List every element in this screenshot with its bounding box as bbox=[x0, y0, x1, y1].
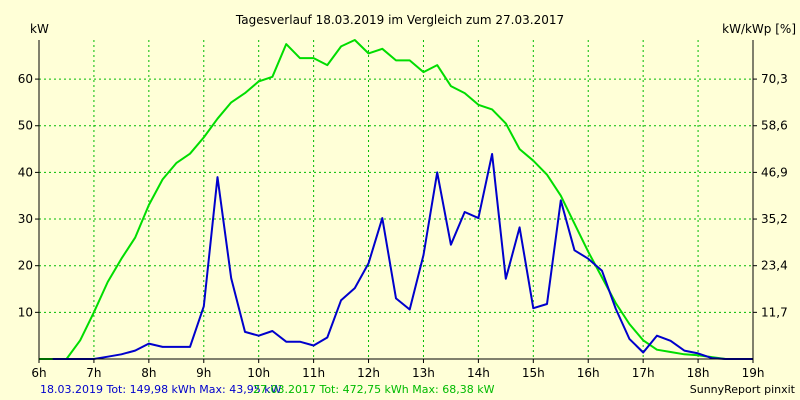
y-tick-right-label: 46,9 bbox=[761, 165, 788, 179]
x-tick-label: 7h bbox=[86, 366, 101, 380]
x-tick-label: 16h bbox=[577, 366, 600, 380]
x-tick-label: 17h bbox=[632, 366, 655, 380]
y-tick-left-label: 30 bbox=[18, 212, 33, 226]
series-line-27-03-2017 bbox=[39, 39, 753, 360]
chart-title: Tagesverlauf 18.03.2019 im Vergleich zum… bbox=[235, 13, 564, 27]
y-tick-right-label: 23,4 bbox=[761, 259, 788, 273]
y-tick-left-label: 40 bbox=[18, 165, 33, 179]
y-tick-right-label: 70,3 bbox=[761, 72, 788, 86]
y-tick-left-label: 60 bbox=[18, 72, 33, 86]
x-tick-label: 10h bbox=[247, 366, 270, 380]
x-tick-label: 19h bbox=[742, 366, 765, 380]
x-tick-label: 18h bbox=[687, 366, 710, 380]
x-tick-label: 6h bbox=[31, 366, 46, 380]
x-tick-label: 15h bbox=[522, 366, 545, 380]
y-axis-left-label: kW bbox=[30, 22, 49, 36]
x-tick-label: 8h bbox=[141, 366, 156, 380]
y-tick-left-label: 10 bbox=[18, 305, 33, 319]
x-tick-label: 13h bbox=[412, 366, 435, 380]
y-tick-right-label: 11,7 bbox=[761, 305, 788, 319]
series-layer bbox=[39, 39, 753, 360]
series-line-18-03-2019 bbox=[52, 153, 753, 360]
y-tick-right-label: 58,6 bbox=[761, 119, 788, 133]
y-ticks-right: 11,7 23,4 35,2 46,9 58,6 70,3 bbox=[753, 72, 788, 319]
axes bbox=[38, 40, 754, 360]
y-ticks-left: 10 20 30 40 50 60 bbox=[18, 72, 39, 319]
y-tick-left-label: 50 bbox=[18, 119, 33, 133]
credit-label: SunnyReport pinxit bbox=[690, 383, 796, 396]
grid bbox=[39, 40, 753, 359]
y-tick-left-label: 20 bbox=[18, 259, 33, 273]
legend-2017: 27.03.2017 Tot: 472,75 kWh Max: 68,38 kW bbox=[253, 383, 495, 396]
y-axis-right-label: kW/kWp [%] bbox=[722, 22, 796, 36]
x-ticks: 6h 7h 8h 9h 10h 11h 12h 13h 14h 15h 16h 17h 18h 19h bbox=[31, 359, 764, 380]
x-tick-label: 12h bbox=[357, 366, 380, 380]
x-tick-label: 11h bbox=[302, 366, 325, 380]
y-tick-right-label: 35,2 bbox=[761, 212, 788, 226]
legend-2019: 18.03.2019 Tot: 149,98 kWh Max: 43,95 kW bbox=[40, 383, 282, 396]
x-tick-label: 14h bbox=[467, 366, 490, 380]
x-tick-label: 9h bbox=[196, 366, 211, 380]
